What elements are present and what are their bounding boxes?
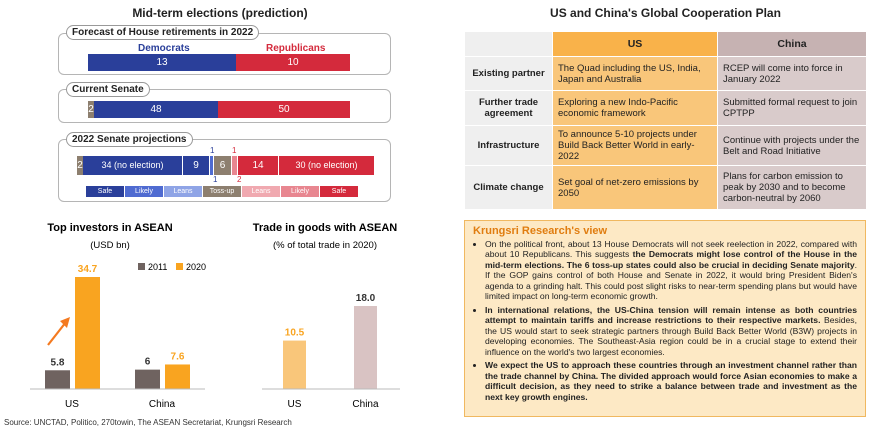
chart2-bar bbox=[354, 306, 377, 389]
view-point-3: We expect the US to approach these count… bbox=[485, 360, 857, 402]
table-row: Existing partner The Quad including the … bbox=[464, 56, 867, 91]
house-label: Forecast of House retirements in 2022 bbox=[66, 25, 260, 40]
legend-box: Toss-up bbox=[203, 186, 241, 197]
table-row: Further trade agreement Exploring a new … bbox=[464, 90, 867, 126]
projection-label: 2022 Senate projections bbox=[66, 132, 193, 147]
chart1-legend-swatch bbox=[138, 263, 145, 270]
view-title: Krungsri Research's view bbox=[473, 225, 608, 237]
cooperation-table: US China Existing partner The Quad inclu… bbox=[464, 31, 867, 210]
us-cell: Set goal of net-zero emissions by 2050 bbox=[552, 165, 718, 210]
projection-bar: 2 34 (no election) 9 6 14 30 (no electio… bbox=[77, 156, 374, 175]
chart1-category-label: US bbox=[65, 399, 79, 410]
china-cell: Continue with projects under the Belt an… bbox=[717, 125, 867, 166]
legend-box: Leans bbox=[164, 186, 202, 197]
legend-box: Leans bbox=[242, 186, 280, 197]
house-bar: 13 10 bbox=[88, 54, 350, 71]
proj-dem-likely-seg: 9 bbox=[182, 156, 209, 175]
chart1-data-label: 34.7 bbox=[78, 264, 98, 275]
chart1-bar bbox=[165, 364, 190, 389]
chart2-bar bbox=[283, 340, 306, 389]
senate-dem-seg: 48 bbox=[94, 101, 218, 118]
proj-dem-lean-bottom: 1 bbox=[213, 175, 218, 184]
chart1-bar bbox=[135, 369, 160, 389]
china-cell: RCEP will come into force in January 202… bbox=[717, 56, 867, 91]
proj-rep-safe-seg: 30 (no election) bbox=[278, 156, 374, 175]
house-dem-seg: 13 bbox=[88, 54, 236, 71]
chart1-data-label: 6 bbox=[145, 357, 151, 368]
proj-rep-lean-seg bbox=[231, 156, 237, 175]
chart2-subtitle: (% of total trade in 2020) bbox=[273, 240, 377, 251]
legend-box: Likely bbox=[281, 186, 319, 197]
chart1-bar bbox=[45, 370, 70, 389]
legend-box: Safe bbox=[320, 186, 358, 197]
proj-rep-likely-seg: 14 bbox=[237, 156, 278, 175]
chart2-title: Trade in goods with ASEAN bbox=[253, 222, 397, 234]
research-view: Krungsri Research's view On the politica… bbox=[464, 220, 866, 417]
table-header-china: China bbox=[717, 31, 867, 57]
china-cell: Submitted formal request to join CPTPP bbox=[717, 90, 867, 126]
proj-rep-lean-top: 1 bbox=[232, 146, 237, 155]
chart2-category-label: China bbox=[352, 399, 379, 410]
source-note: Source: UNCTAD, Politico, 270towin, The … bbox=[4, 418, 292, 427]
chart1-category-label: China bbox=[149, 399, 176, 410]
table-corner bbox=[464, 31, 553, 57]
proj-tossup-seg: 6 bbox=[213, 156, 231, 175]
legend-box: Likely bbox=[125, 186, 163, 197]
senate-bar: 2 48 50 bbox=[88, 101, 350, 118]
growth-arrow bbox=[47, 321, 67, 346]
view-point-1: On the political front, about 13 House D… bbox=[485, 239, 857, 302]
chart1-title: Top investors in ASEAN bbox=[47, 222, 172, 234]
us-cell: To announce 5-10 projects under Build Ba… bbox=[552, 125, 718, 166]
senate-label: Current Senate bbox=[66, 82, 150, 97]
proj-dem-lean-seg bbox=[209, 156, 213, 175]
legend-box: Safe bbox=[86, 186, 124, 197]
view-point-2: In international relations, the US-China… bbox=[485, 305, 857, 357]
democrats-label: Democrats bbox=[138, 43, 190, 54]
chart2-category-label: US bbox=[288, 399, 302, 410]
table-header-us: US bbox=[552, 31, 718, 57]
row-head: Climate change bbox=[464, 165, 553, 210]
proj-dem-lean-top: 1 bbox=[210, 146, 215, 155]
left-title: Mid-term elections (prediction) bbox=[132, 6, 308, 20]
chart1-legend-label: 2020 bbox=[186, 262, 206, 272]
row-head: Existing partner bbox=[464, 56, 553, 91]
senate-rep-seg: 50 bbox=[218, 101, 350, 118]
chart1-bar bbox=[75, 277, 100, 389]
chart1-data-label: 5.8 bbox=[51, 357, 65, 368]
us-cell: Exploring a new Indo-Pacific economic fr… bbox=[552, 90, 718, 126]
chart2-data-label: 10.5 bbox=[285, 328, 305, 339]
chart1-legend-label: 2011 bbox=[148, 262, 167, 272]
proj-dem-safe-seg: 34 (no election) bbox=[83, 156, 182, 175]
table-row: Infrastructure To announce 5-10 projects… bbox=[464, 125, 867, 166]
republicans-label: Republicans bbox=[266, 43, 326, 54]
chart1-legend-swatch bbox=[176, 263, 183, 270]
house-rep-seg: 10 bbox=[236, 54, 350, 71]
senate-ind-seg: 2 bbox=[88, 101, 94, 118]
right-title: US and China's Global Cooperation Plan bbox=[550, 6, 781, 20]
proj-ind-seg: 2 bbox=[77, 156, 83, 175]
chart2-data-label: 18.0 bbox=[356, 293, 376, 304]
row-head: Infrastructure bbox=[464, 125, 553, 166]
chart1-subtitle: (USD bn) bbox=[90, 240, 130, 251]
asean-charts: Top investors in ASEAN (USD bn) 2011 2020 5.… bbox=[30, 222, 400, 410]
china-cell: Plans for carbon emission to peak by 203… bbox=[717, 165, 867, 210]
growth-arrow-head bbox=[60, 317, 70, 328]
chart1-data-label: 7.6 bbox=[171, 351, 185, 362]
proj-rep-lean-bottom: 2 bbox=[237, 175, 242, 184]
us-cell: The Quad including the US, India, Japan … bbox=[552, 56, 718, 91]
table-row: Climate change Set goal of net-zero emis… bbox=[464, 165, 867, 210]
row-head: Further trade agreement bbox=[464, 90, 553, 126]
